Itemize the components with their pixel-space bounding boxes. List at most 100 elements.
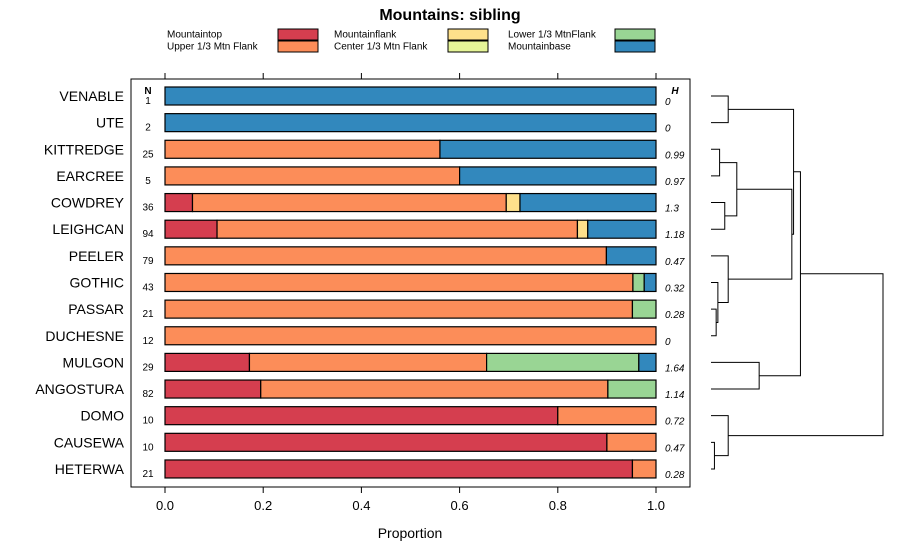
bar-segment-causewa-upper-1-3-mtn-flank (606, 432, 657, 452)
legend-label-mountaintop: Mountaintop (167, 30, 222, 41)
x-axis: 0.0 0.2 0.4 0.6 0.8 1.0 (156, 73, 665, 513)
row-label-duchesne: DUCHESNE (45, 328, 124, 344)
row-label-leighcan: LEIGHCAN (52, 221, 124, 237)
h-value-causewa: 0.47 (665, 443, 685, 454)
n-value-domo: 10 (142, 416, 154, 427)
x-tick-label-1-0: 1.0 (647, 498, 665, 513)
h-value-passar: 0.28 (665, 310, 685, 321)
bar-segment-heterwa-mountaintop (164, 459, 634, 479)
n-value-gothic: 43 (142, 282, 154, 293)
legend-swatch-center-1-3-mtn-flank (447, 40, 489, 53)
h-value-earcree: 0.97 (665, 177, 685, 188)
bar-segment-earcree-upper-1-3-mtn-flank (164, 166, 461, 186)
n-value-earcree: 5 (145, 176, 151, 187)
n-value-ute: 2 (145, 123, 151, 134)
bar-segment-angostura-lower-1-3-mtnflank (607, 379, 657, 399)
bar-segment-earcree-mountainbase (459, 166, 657, 186)
dendrogram-branch (759, 171, 801, 377)
h-value-angostura: 1.14 (665, 390, 685, 401)
bar-segment-angostura-upper-1-3-mtn-flank (260, 379, 609, 399)
legend-label-upper-1-3-mtn-flank: Upper 1/3 Mtn Flank (167, 42, 259, 53)
legend-label-lower-1-3-mtnflank: Lower 1/3 MtnFlank (508, 30, 597, 41)
dendrogram-branch (711, 441, 715, 470)
h-value-leighcan: 1.18 (665, 230, 685, 241)
bars-group (164, 86, 657, 479)
bar-segment-leighcan-mountainbase (587, 219, 657, 239)
bar-segment-mulgon-mountaintop (164, 352, 251, 372)
x-tick-label-0-0: 0.0 (156, 498, 174, 513)
x-tick-label-0-4: 0.4 (352, 498, 370, 513)
n-value-duchesne: 12 (142, 336, 154, 347)
row-label-passar: PASSAR (68, 301, 124, 317)
bar-segment-domo-mountaintop (164, 406, 559, 426)
h-value-gothic: 0.32 (665, 283, 685, 294)
dendrogram-branch (728, 108, 795, 235)
bar-segment-angostura-mountaintop (164, 379, 262, 399)
bar-segment-kittredge-mountainbase (439, 139, 657, 159)
bar-segment-leighcan-upper-1-3-mtn-flank (216, 219, 579, 239)
bar-segment-cowdrey-mountainflank (505, 192, 521, 213)
row-label-mulgon: MULGON (63, 354, 124, 370)
bar-segment-mulgon-upper-1-3-mtn-flank (248, 352, 488, 372)
legend-swatch-mountainbase (614, 40, 656, 53)
n-value-heterwa: 21 (142, 469, 154, 480)
row-label-angostura: ANGOSTURA (35, 381, 124, 397)
row-label-heterwa: HETERWA (55, 461, 125, 477)
bar-segment-leighcan-mountaintop (164, 219, 218, 239)
bar-segment-domo-upper-1-3-mtn-flank (557, 406, 657, 426)
bar-segment-heterwa-upper-1-3-mtn-flank (631, 459, 657, 479)
dendrogram-branch (711, 255, 729, 303)
bar-segment-duchesne-upper-1-3-mtn-flank (164, 326, 657, 346)
dendrogram-branch (711, 281, 719, 323)
dendrogram-branch (711, 202, 726, 230)
dendrogram-branch (711, 361, 760, 390)
plot-panel (130, 78, 691, 488)
dendrogram-branch (711, 95, 729, 124)
dendrogram-branch (728, 273, 884, 437)
n-value-mulgon: 29 (142, 362, 154, 373)
bar-segment-mulgon-mountainbase (638, 352, 657, 372)
row-label-kittredge: KITTREDGE (44, 141, 124, 157)
n-value-cowdrey: 36 (142, 203, 154, 214)
x-tick-label-0-2: 0.2 (254, 498, 272, 513)
bar-segment-ute-mountainbase (164, 113, 657, 133)
legend-label-mountainbase: Mountainbase (508, 42, 571, 53)
bar-segment-cowdrey-mountaintop (164, 192, 194, 213)
bar-segment-gothic-mountainbase (643, 272, 657, 293)
bar-segment-mulgon-lower-1-3-mtnflank (486, 352, 640, 372)
bar-segment-venable-mountainbase (164, 86, 657, 106)
x-tick-label-0-6: 0.6 (451, 498, 469, 513)
bar-segment-passar-lower-1-3-mtnflank (631, 299, 657, 319)
row-label-domo: DOMO (80, 408, 124, 424)
dendrogram-branch (711, 308, 717, 337)
legend-swatch-upper-1-3-mtn-flank (277, 40, 319, 53)
bar-segment-gothic-lower-1-3-mtnflank (632, 272, 645, 293)
dendrogram-branch (719, 162, 738, 217)
h-value-venable: 0 (665, 97, 671, 108)
row-label-ute: UTE (96, 115, 124, 131)
h-value-ute: 0 (665, 124, 671, 135)
dendrogram-branch (728, 188, 793, 280)
legend-swatch-lower-1-3-mtnflank (614, 28, 656, 41)
bar-segment-peeler-mountainbase (605, 246, 657, 266)
bar-segment-causewa-mountaintop (164, 432, 608, 452)
row-label-earcree: EARCREE (56, 168, 124, 184)
n-value-leighcan: 94 (142, 229, 154, 240)
legend-label-mountainflank: Mountainflank (334, 30, 397, 41)
bar-segment-cowdrey-mountainbase (519, 192, 657, 213)
dendrogram-branch (711, 415, 729, 457)
bar-segment-leighcan-mountainflank (576, 219, 589, 239)
bar-segment-passar-upper-1-3-mtn-flank (164, 299, 634, 319)
h-value-heterwa: 0.28 (665, 470, 685, 481)
bar-segment-gothic-upper-1-3-mtn-flank (164, 272, 634, 293)
row-label-peeler: PEELER (69, 248, 124, 264)
row-label-gothic: GOTHIC (70, 274, 124, 290)
bar-segment-peeler-upper-1-3-mtn-flank (164, 246, 608, 266)
x-axis-label: Proportion (378, 525, 443, 541)
n-column-header: N (144, 86, 151, 97)
row-label-causewa: CAUSEWA (54, 434, 125, 450)
h-value-duchesne: 0 (665, 337, 671, 348)
